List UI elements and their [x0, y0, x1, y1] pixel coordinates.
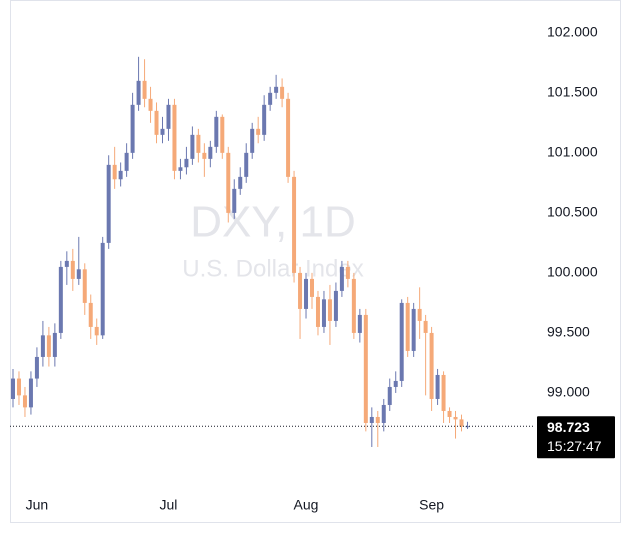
candle-body	[310, 278, 314, 297]
candle-body	[369, 416, 374, 423]
candle-body	[315, 296, 320, 327]
chart-frame	[10, 0, 621, 523]
candle-body	[226, 152, 231, 213]
y-tick-label: 99.000	[547, 384, 590, 400]
y-tick-label: 101.500	[547, 84, 598, 100]
candle-body	[28, 378, 33, 408]
candle-body	[208, 146, 213, 159]
x-tick-label: Aug	[294, 497, 319, 513]
candle-body	[154, 110, 159, 135]
candle-body	[34, 356, 39, 379]
candle-body	[124, 152, 129, 171]
candle-body	[387, 386, 392, 405]
candle-body	[250, 128, 255, 153]
candle-body	[202, 152, 207, 159]
candle-body	[172, 104, 177, 171]
candle-body	[11, 378, 15, 399]
candle-body	[274, 86, 279, 93]
candle-body	[184, 158, 189, 168]
candle-body	[196, 134, 201, 153]
candle-body	[40, 335, 45, 357]
y-tick-label: 102.000	[547, 24, 598, 40]
candle-body	[417, 308, 422, 321]
candle-body	[22, 395, 27, 408]
y-tick-label: 100.500	[547, 204, 598, 220]
candle-body	[298, 272, 303, 309]
x-tick-label: Jun	[26, 497, 49, 513]
candle-body	[142, 80, 147, 99]
candle-body	[459, 419, 464, 427]
candle-body	[339, 266, 344, 291]
candle-body	[399, 302, 404, 381]
candle-body	[166, 104, 171, 129]
candle-body	[82, 269, 87, 303]
candle-body	[280, 86, 285, 99]
candle-body	[88, 302, 93, 327]
candle-body	[16, 378, 21, 396]
y-tick-label: 101.000	[547, 144, 598, 160]
candle-body	[435, 374, 440, 399]
candle-body	[244, 152, 249, 177]
candle-body	[441, 374, 446, 411]
candle-body	[190, 134, 195, 159]
candle-body	[52, 332, 57, 357]
candle-body	[465, 426, 470, 428]
candle-body	[429, 332, 434, 399]
candle-body	[58, 266, 63, 333]
y-tick-label: 100.000	[547, 264, 598, 280]
candle-body	[178, 167, 183, 171]
candle-body	[363, 314, 368, 423]
candle-body	[46, 335, 51, 357]
last-price-box	[537, 416, 615, 459]
candle-body	[375, 416, 380, 423]
candle-body	[345, 266, 350, 279]
candle-body	[423, 320, 428, 333]
candle-body	[351, 278, 356, 333]
candle-body	[405, 302, 410, 351]
candle-body	[232, 188, 237, 213]
y-tick-label: 99.500	[547, 324, 590, 340]
x-tick-label: Sep	[419, 497, 444, 513]
candle-body	[262, 104, 267, 135]
candle-body	[327, 299, 332, 321]
candle-body	[447, 410, 452, 417]
last-price-label: 98.723	[547, 419, 590, 435]
watermark-title: DXY, 1D	[190, 198, 356, 247]
candle-body	[76, 269, 81, 279]
candle-body	[238, 176, 243, 189]
candle-body	[118, 170, 123, 180]
candle-body	[357, 314, 362, 333]
candle-body	[333, 290, 338, 321]
candle-body	[411, 308, 416, 351]
candle-body	[292, 176, 297, 273]
candle-body	[268, 92, 273, 105]
candle-body	[148, 98, 153, 111]
x-tick-label: Jul	[160, 497, 178, 513]
candle-body	[160, 128, 165, 135]
candle-body	[112, 164, 117, 180]
candle-body	[64, 260, 69, 267]
candle-body	[100, 242, 105, 336]
candle-body	[256, 128, 261, 135]
candle-body	[304, 278, 309, 309]
countdown-label: 15:27:47	[547, 438, 602, 454]
candle-body	[321, 299, 326, 327]
candle-body	[70, 260, 75, 279]
candle-body	[286, 98, 291, 177]
candle-body	[106, 164, 111, 243]
candle-body	[220, 116, 225, 153]
candle-body	[214, 116, 219, 147]
watermark-subtitle: U.S. Dollar Index	[182, 255, 363, 282]
candle-body	[453, 416, 458, 420]
candle-body	[94, 326, 99, 336]
candle-body	[381, 404, 386, 423]
candle-body	[393, 380, 398, 387]
candle-body	[136, 80, 141, 105]
candle-body	[130, 104, 135, 153]
